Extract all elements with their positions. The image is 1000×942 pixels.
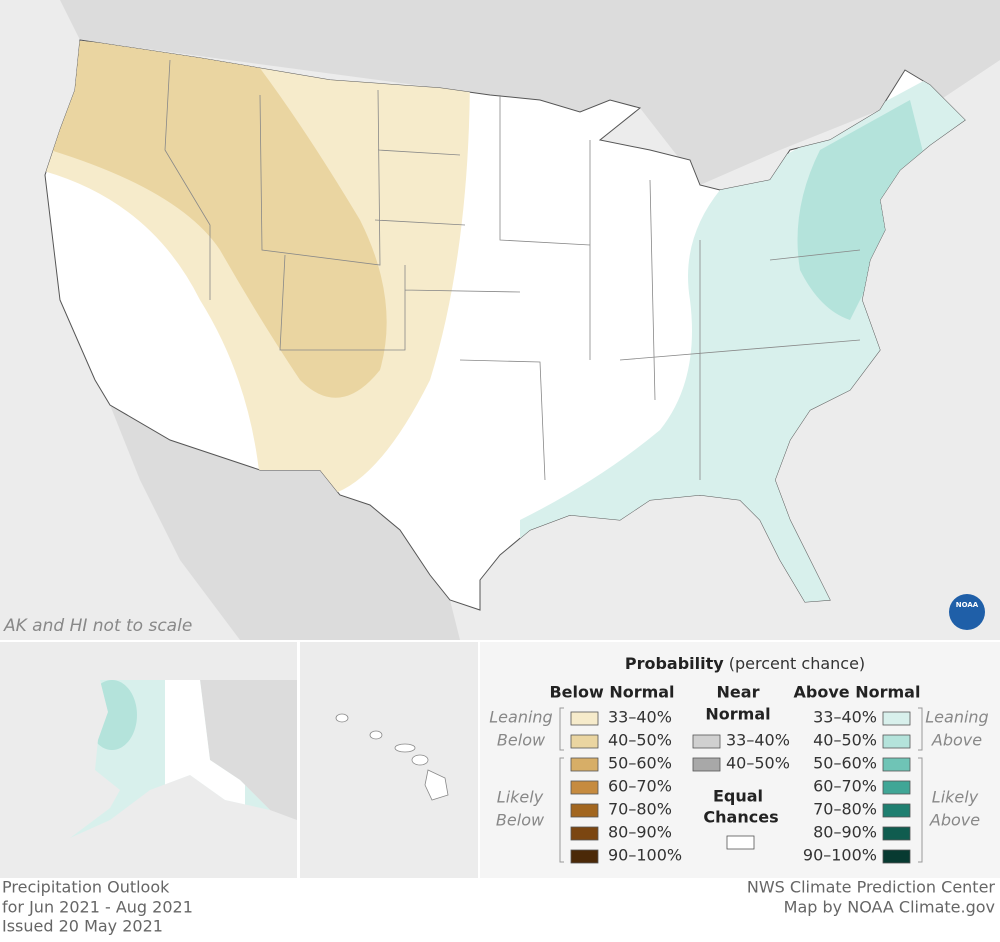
swatch	[570, 780, 599, 795]
swatch	[882, 826, 911, 841]
likely-above: Likely	[932, 788, 979, 807]
legend-label: 40–50%	[608, 731, 672, 750]
legend-label: 60–70%	[813, 777, 877, 796]
logo-text: NOAA	[956, 601, 979, 609]
swatch	[882, 803, 911, 818]
swatch	[692, 757, 721, 772]
swatch	[692, 734, 721, 749]
equal-heading: Chances	[703, 808, 778, 827]
legend-label: 40–50%	[726, 754, 790, 773]
brackets	[559, 707, 923, 863]
canada	[0, 0, 1000, 185]
likely-below: Below	[496, 811, 545, 830]
swatch	[726, 835, 755, 850]
zone-below-40	[50, 40, 387, 398]
above-heading: Above Normal	[794, 683, 921, 702]
near-heading: Normal	[705, 705, 770, 724]
legend-label: 90–100%	[608, 846, 682, 865]
legend-label: 40–50%	[813, 731, 877, 750]
mexico	[110, 405, 460, 640]
legend-label: 80–90%	[813, 823, 877, 842]
scale-note: AK and HI not to scale	[3, 616, 192, 636]
below-heading: Below Normal	[549, 683, 674, 702]
near-heading: Near	[717, 683, 760, 702]
likely-below: Likely	[497, 788, 544, 807]
swatch	[882, 849, 911, 864]
zone-above-40	[797, 100, 930, 320]
footer-left: for Jun 2021 - Aug 2021	[2, 898, 193, 917]
legend-label: 33–40%	[608, 708, 672, 727]
legend: Probability (percent chance) Below Norma…	[489, 654, 988, 865]
canada-ak	[200, 680, 297, 820]
legend-label: 33–40%	[813, 708, 877, 727]
legend-title-note: (percent chance)	[729, 654, 865, 673]
swatch	[882, 711, 911, 726]
footer-right: NWS Climate Prediction Center	[747, 878, 996, 897]
swatch	[882, 734, 911, 749]
footer-left: Issued 20 May 2021	[2, 917, 163, 936]
swatch	[570, 711, 599, 726]
legend-label: 80–90%	[608, 823, 672, 842]
legend-label: 50–60%	[813, 754, 877, 773]
likely-above: Above	[929, 811, 980, 830]
swatch	[570, 734, 599, 749]
legend-title: Probability (percent chance)	[625, 654, 865, 673]
footer-right: Map by NOAA Climate.gov	[784, 898, 995, 917]
legend-label: 70–80%	[813, 800, 877, 819]
legend-label: 33–40%	[726, 731, 790, 750]
legend-label: 70–80%	[608, 800, 672, 819]
swatch	[570, 826, 599, 841]
legend-label: 60–70%	[608, 777, 672, 796]
leaning-below: Below	[497, 731, 546, 750]
state-lines	[164, 59, 861, 481]
noaa-logo	[949, 594, 985, 630]
leaning-below: Leaning	[489, 708, 552, 727]
swatch	[882, 757, 911, 772]
leaning-above: Leaning	[925, 708, 988, 727]
equal-heading: Equal	[713, 787, 763, 806]
leaning-above: Above	[931, 731, 982, 750]
legend-label: 50–60%	[608, 754, 672, 773]
swatch	[570, 849, 599, 864]
swatch	[570, 803, 599, 818]
footer-left: Precipitation Outlook	[2, 878, 170, 897]
legend-title-main: Probability	[625, 654, 724, 673]
hawaii-panel	[300, 642, 478, 878]
swatch	[570, 757, 599, 772]
legend-label: 90–100%	[803, 846, 877, 865]
swatch	[882, 780, 911, 795]
hawaii	[335, 713, 449, 801]
